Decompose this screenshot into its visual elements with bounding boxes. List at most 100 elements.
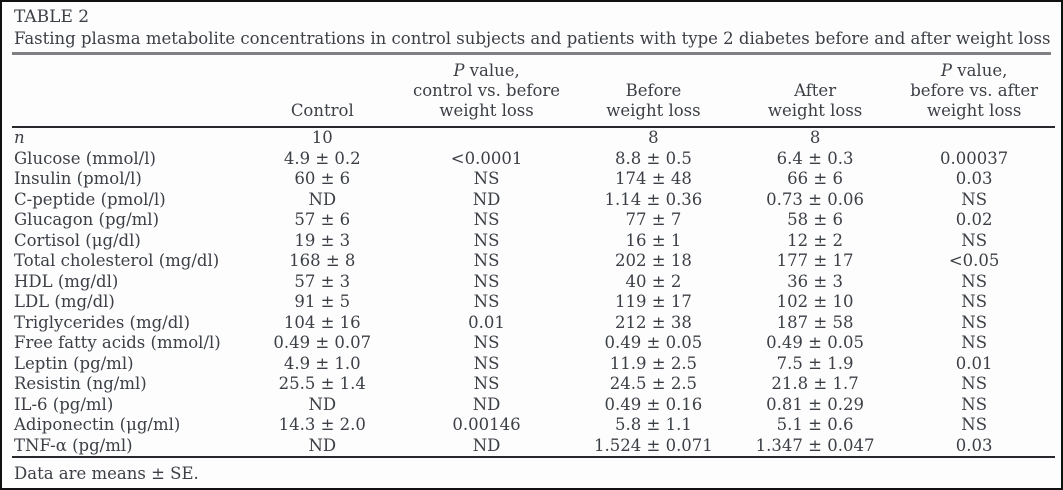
table-cell: NS [473,230,500,250]
table-cell: 1.524 ± 0.071 [594,435,713,455]
column-header-p-value-control-vs-before: P value, control vs. before weight loss [403,55,570,128]
table-cell: 177 ± 17 [776,251,854,270]
row-label: Insulin (pmol/l) [14,169,142,188]
row-label: Adiponectin (μg/ml) [14,415,181,434]
table-row: Free fatty acids (mmol/l) 0.49 ± 0.07 NS… [12,333,1055,354]
table-cell: 91 ± 5 [294,292,351,311]
column-header-control: Control [241,55,404,128]
table-cell: 14.3 ± 2.0 [278,415,366,434]
table-cell: 202 ± 18 [615,251,692,270]
row-label: Triglycerides (mg/dl) [14,312,191,332]
row-label: Total cholesterol (mg/dl) [14,251,220,270]
table-row: Cortisol (μg/dl) 19 ± 3 NS 16 ± 1 12 ± 2… [12,231,1055,252]
table-cell: NS [961,415,988,434]
table-caption: Fasting plasma metabolite concentrations… [14,29,1051,48]
table-cell: 24.5 ± 2.5 [609,374,698,393]
table-cell: 1.14 ± 0.36 [604,189,703,209]
table-cell: ND [308,189,337,209]
table-cell: 11.9 ± 2.5 [609,353,698,373]
table-cell: 0.00146 [452,415,521,434]
header-row: Control P value, control vs. before weig… [12,55,1055,128]
column-header-label: control vs. before [413,81,561,100]
table-cell: ND [308,394,337,414]
table-row: Total cholesterol (mg/dl) 168 ± 8 NS 202… [12,251,1055,272]
table-cell: 8 [648,128,659,147]
metabolite-table: Control P value, control vs. before weig… [12,55,1055,458]
table-number-label: TABLE 2 [14,7,90,27]
row-label: IL-6 (pg/ml) [14,394,114,414]
table-cell: NS [961,230,988,250]
row-label: Glucose (mmol/l) [14,148,156,168]
row-label: n [14,128,25,147]
table-cell: 66 ± 6 [787,169,843,188]
table-cell: 4.9 ± 0.2 [283,148,361,168]
table-row: Adiponectin (μg/ml) 14.3 ± 2.0 0.00146 5… [12,415,1055,436]
table-cell [893,127,1055,149]
table-header: Control P value, control vs. before weig… [12,55,1055,128]
row-label: Leptin (pg/ml) [14,353,134,373]
table-cell: 0.49 ± 0.05 [766,333,864,352]
table-body: n 10 8 8 Glucose (mmol/l) 4.9 ± 0.2 <0.0… [12,127,1055,457]
table-cell: 0.49 ± 0.16 [604,394,703,414]
table-cell: NS [961,374,988,393]
column-header-after-weight-loss: After weight loss [736,55,894,128]
table-cell: NS [473,251,500,270]
row-label: Glucagon (pg/ml) [14,210,160,229]
table-cell: 7.5 ± 1.9 [776,353,854,373]
table-cell: 0.03 [955,169,993,188]
column-header-before-weight-loss: Before weight loss [569,55,737,128]
table-cell: NS [473,374,500,393]
table-cell: 0.01 [955,353,993,373]
table-row: n 10 8 8 [12,127,1055,149]
table-cell: 4.9 ± 1.0 [283,353,361,373]
column-header-label: before vs. after [910,81,1039,100]
table-cell: 5.8 ± 1.1 [615,415,692,434]
table-cell: NS [473,271,500,291]
column-header-label: P value, [453,61,520,80]
table-cell: 58 ± 6 [787,210,843,229]
table-cell: NS [961,312,988,332]
row-label: TNF-α (pg/ml) [14,435,133,455]
table-cell: 6.4 ± 0.3 [776,148,854,168]
table-row: TNF-α (pg/ml) ND ND 1.524 ± 0.071 1.347 … [12,436,1055,458]
table-row: HDL (mg/dl) 57 ± 3 NS 40 ± 2 36 ± 3 NS [12,272,1055,293]
table-cell: 104 ± 16 [283,312,361,332]
table-row: Leptin (pg/ml) 4.9 ± 1.0 NS 11.9 ± 2.5 7… [12,354,1055,375]
table-cell: 168 ± 8 [289,251,356,270]
table-cell: 8.8 ± 0.5 [615,148,692,168]
table-row: Resistin (ng/ml) 25.5 ± 1.4 NS 24.5 ± 2.… [12,374,1055,395]
table-row: Glucagon (pg/ml) 57 ± 6 NS 77 ± 7 58 ± 6… [12,210,1055,231]
table-cell: 60 ± 6 [294,169,351,188]
table-cell: NS [961,189,988,209]
column-header-label: weight loss [606,101,701,120]
table-cell [403,127,570,149]
table-cell: NS [473,333,500,352]
column-header-p-value-before-vs-after: P value, before vs. after weight loss [893,55,1055,128]
row-label: Free fatty acids (mmol/l) [14,333,221,352]
table-row: Triglycerides (mg/dl) 104 ± 16 0.01 212 … [12,313,1055,334]
row-label: Resistin (ng/ml) [14,374,147,393]
table-cell: 8 [809,128,821,147]
table-cell: 102 ± 10 [776,292,854,311]
table-cell: 0.49 ± 0.05 [604,333,703,352]
column-header-label: Control [290,101,354,120]
table-cell: 40 ± 2 [625,271,682,291]
column-header-label: weight loss [926,101,1022,120]
table-cell: 19 ± 3 [294,230,351,250]
table-cell: 119 ± 17 [615,292,692,311]
table-cell: NS [961,394,988,414]
table-cell: 0.73 ± 0.06 [766,189,864,209]
table-cell: NS [473,210,500,229]
table-cell: NS [473,292,500,311]
table-cell: 212 ± 38 [615,312,692,332]
table-cell: ND [472,394,501,414]
table-cell: NS [961,271,988,291]
table-cell: <0.0001 [450,148,523,168]
table-cell: 16 ± 1 [625,230,682,250]
table-cell: NS [473,353,500,373]
table-cell: 10 [311,128,333,147]
caption-divider-rule [12,52,1051,55]
table-cell: 0.01 [468,312,505,332]
table-row: Insulin (pmol/l) 60 ± 6 NS 174 ± 48 66 ±… [12,169,1055,190]
table-cell: 1.347 ± 0.047 [755,435,875,455]
